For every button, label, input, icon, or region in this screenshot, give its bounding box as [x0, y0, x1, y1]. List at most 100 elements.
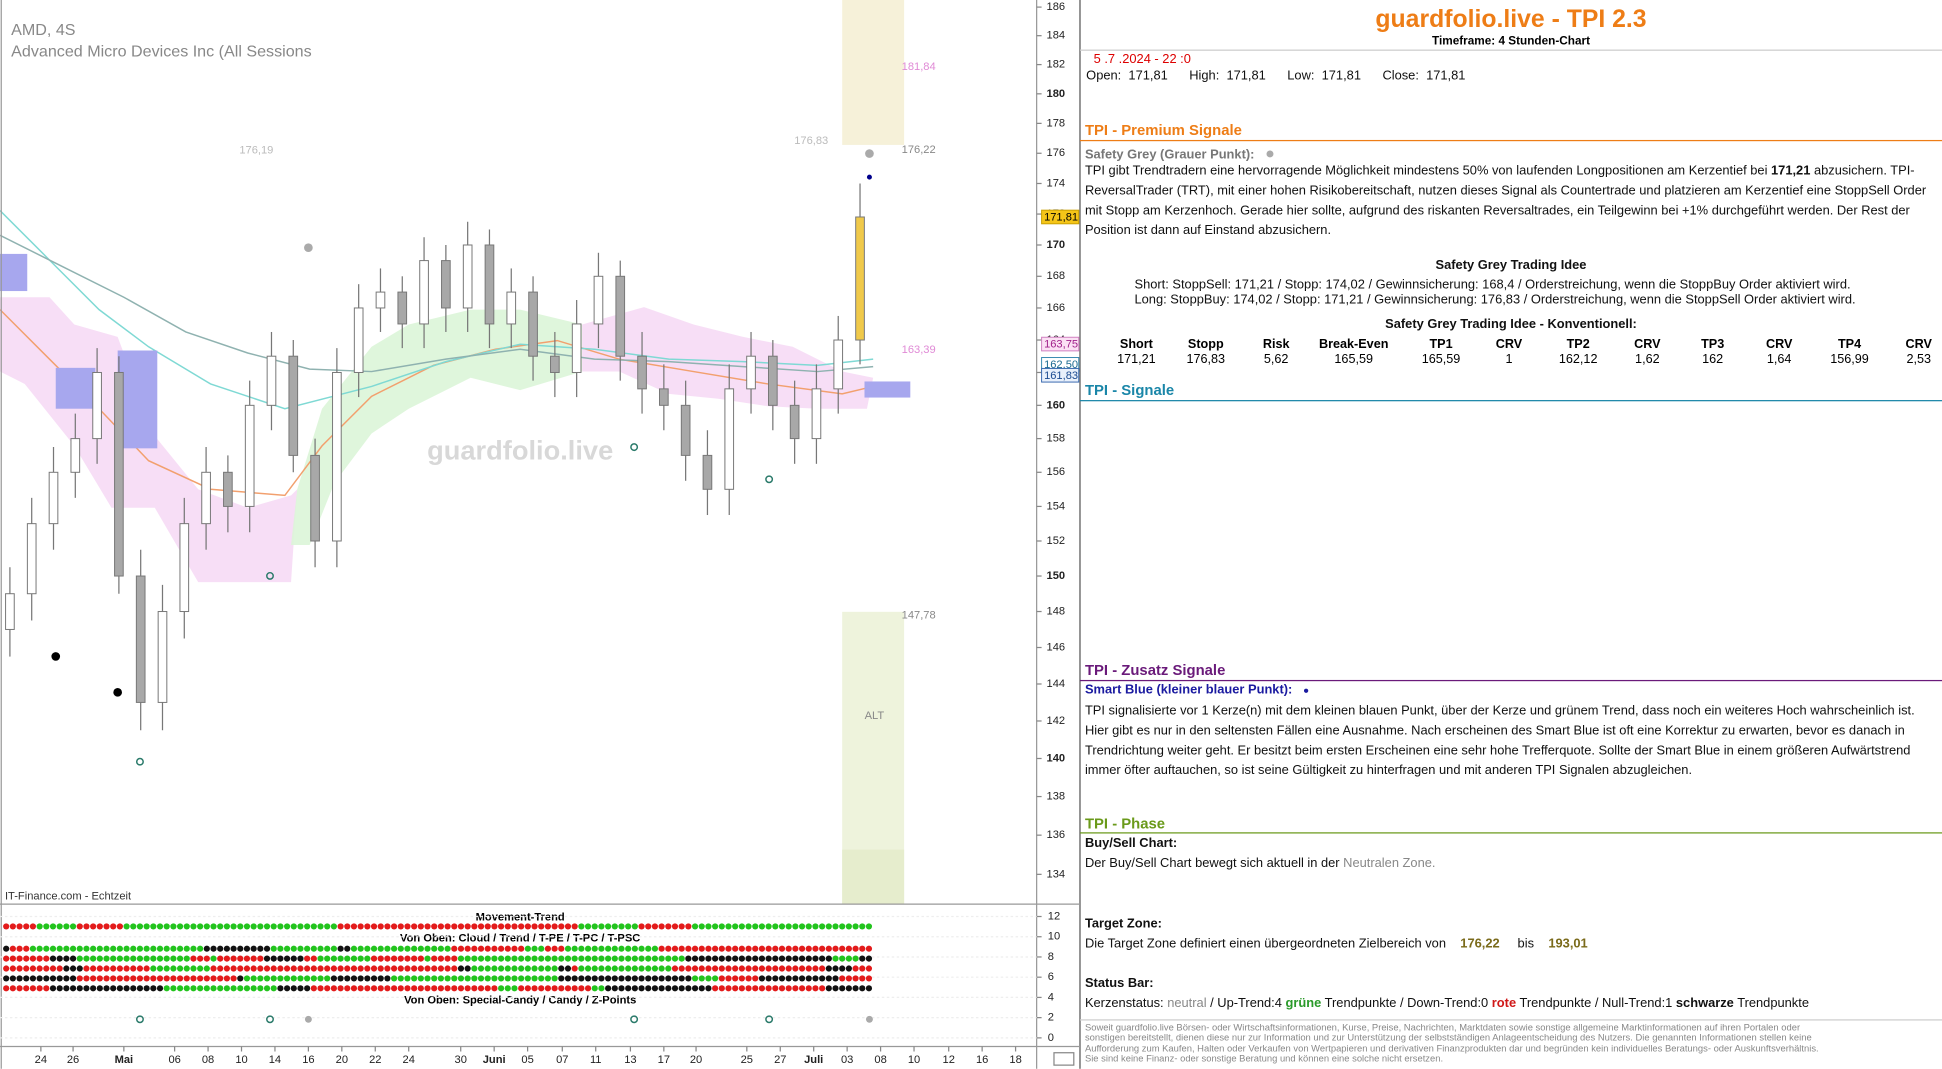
trend-dot — [90, 945, 97, 952]
trend-dot — [591, 985, 598, 992]
trend-dot — [738, 955, 745, 962]
trend-dot — [431, 975, 438, 982]
text: rote — [1491, 997, 1517, 1011]
trend-dot — [391, 965, 398, 972]
trend-dot — [90, 985, 97, 992]
candle-body — [397, 291, 408, 325]
trend-dot — [417, 975, 424, 982]
trend-dot — [745, 955, 752, 962]
trend-dot — [564, 965, 572, 972]
trend-dot — [444, 965, 451, 972]
indicator-tick-label: 6 — [1048, 971, 1054, 983]
trend-dot — [457, 923, 465, 930]
trend-dot — [270, 965, 277, 972]
trend-dot — [223, 975, 230, 982]
x-tick-label: 10 — [908, 1054, 920, 1066]
trend-dot — [16, 975, 23, 982]
candle-body — [615, 275, 626, 357]
x-tick-label: 08 — [874, 1054, 886, 1066]
trend-dot — [518, 955, 525, 962]
candle-body — [179, 523, 190, 613]
trend-dot — [49, 955, 57, 962]
trend-dot — [691, 945, 699, 952]
trend-dot — [658, 985, 665, 992]
trend-dot — [698, 975, 705, 982]
table-header-cell: TP3 — [1701, 337, 1725, 352]
trend-dot — [457, 985, 465, 992]
trend-dot — [417, 955, 424, 962]
candle-body — [484, 244, 495, 325]
trend-dot — [56, 985, 63, 992]
trend-dot — [471, 923, 478, 930]
trend-dot — [718, 975, 725, 982]
trend-dot — [344, 923, 351, 930]
trend-dot — [417, 985, 424, 992]
trend-dot — [250, 955, 257, 962]
trend-dot — [431, 955, 438, 962]
candle-body — [550, 355, 560, 373]
trend-dot — [712, 975, 719, 982]
trend-dot — [364, 923, 371, 930]
trend-dot — [250, 945, 257, 952]
trend-dot — [845, 985, 852, 992]
trend-dot — [732, 923, 739, 930]
candle-body — [593, 275, 604, 325]
section-title: TPI - Phase — [1084, 814, 1166, 833]
table-cell: 2,53 — [1906, 352, 1932, 366]
trend-dot — [745, 985, 752, 992]
trend-dot — [183, 945, 190, 952]
settings-button[interactable] — [1053, 1052, 1075, 1066]
trend-dot — [477, 975, 485, 982]
table-header-cell: Risk — [1262, 337, 1290, 352]
trend-dot — [150, 955, 157, 962]
trend-dot — [136, 945, 144, 952]
trend-dot — [745, 945, 752, 952]
y-tick-label: 174 — [1047, 177, 1066, 189]
trend-dot — [49, 923, 57, 930]
trend-dot — [845, 975, 852, 982]
trend-dot — [237, 923, 244, 930]
trend-dot — [792, 965, 799, 972]
x-tick-label: 18 — [1009, 1054, 1021, 1066]
trend-dot — [772, 923, 779, 930]
trend-dot — [658, 923, 665, 930]
trend-dot — [424, 945, 431, 952]
trend-dot — [370, 955, 378, 962]
trend-dot — [270, 955, 277, 962]
trend-dot — [564, 945, 572, 952]
candle-body — [26, 523, 37, 595]
candle-body — [48, 471, 59, 525]
trend-dot — [758, 965, 766, 972]
trend-dot — [518, 975, 525, 982]
trend-dot — [491, 923, 498, 930]
trend-dot — [504, 923, 511, 930]
trend-dot — [712, 985, 719, 992]
trend-dot — [357, 945, 364, 952]
trend-dot — [337, 923, 344, 930]
trend-dot — [136, 965, 144, 972]
trend-dot — [845, 955, 852, 962]
x-tick-label: 20 — [336, 1054, 348, 1066]
signal-name: Safety Grey (Grauer Punkt): ● — [1085, 144, 1275, 163]
watermark: guardfolio.live — [427, 434, 613, 465]
trend-dot — [304, 965, 311, 972]
idea-row: Short: StoppSell: 171,21 / Stopp: 174,02… — [1134, 278, 1851, 293]
trend-dot — [357, 955, 364, 962]
trend-dot — [451, 923, 458, 930]
trend-dot — [176, 985, 184, 992]
trend-dot — [778, 945, 786, 952]
trend-dot — [397, 923, 404, 930]
trend-dot — [110, 965, 117, 972]
trend-dot — [538, 955, 545, 962]
trend-dot — [283, 945, 291, 952]
trend-dot — [691, 985, 699, 992]
x-tick-label: 11 — [590, 1054, 602, 1066]
trend-dot — [143, 923, 150, 930]
x-tick-label: 13 — [624, 1054, 636, 1066]
trend-dot — [451, 985, 458, 992]
trend-dot — [9, 955, 16, 962]
trend-dot — [350, 945, 358, 952]
trend-dot — [605, 923, 612, 930]
trend-dot — [83, 955, 90, 962]
trend-dot — [56, 923, 63, 930]
